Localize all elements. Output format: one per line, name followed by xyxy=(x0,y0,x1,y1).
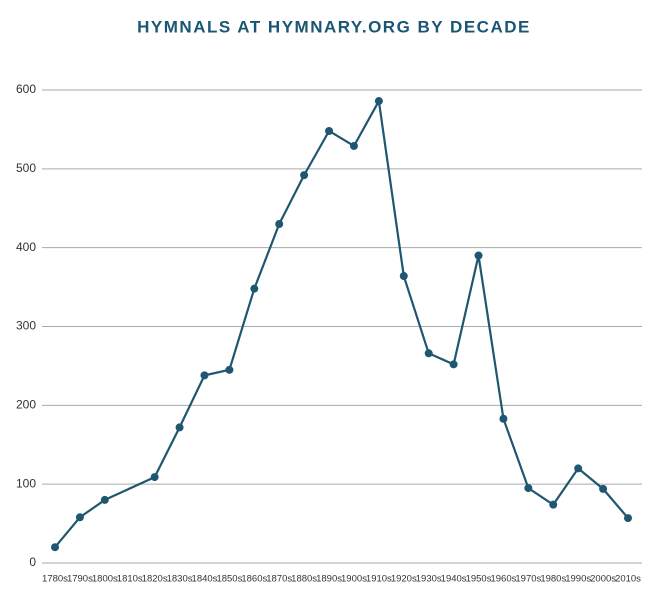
point xyxy=(424,349,433,358)
y-tick-label: 400 xyxy=(16,240,36,254)
point xyxy=(225,365,234,374)
point xyxy=(175,423,184,432)
x-tick-label: 1960s xyxy=(490,574,516,585)
x-tick-label: 1840s xyxy=(192,574,218,585)
point xyxy=(200,371,209,380)
x-tick-label: 1820s xyxy=(142,574,168,585)
point xyxy=(574,464,583,473)
point xyxy=(275,220,284,229)
y-tick-label: 600 xyxy=(16,82,36,96)
point xyxy=(349,141,358,150)
x-tick-label: 2010s xyxy=(615,574,641,585)
y-tick-label: 200 xyxy=(16,398,36,412)
point xyxy=(449,360,458,369)
x-tick-label: 1780s xyxy=(42,574,68,585)
x-tick-label: 1860s xyxy=(241,574,267,585)
point xyxy=(75,513,84,522)
x-tick-label: 2000s xyxy=(590,574,616,585)
y-tick-label: 500 xyxy=(16,161,36,175)
point xyxy=(599,484,608,493)
x-tick-label: 1990s xyxy=(565,574,591,585)
chart-title: HYMNALS AT HYMNARY.ORG BY DECADE xyxy=(137,17,531,36)
x-tick-label: 1970s xyxy=(515,574,541,585)
point xyxy=(524,484,533,493)
point xyxy=(250,284,259,293)
x-tick-label: 1870s xyxy=(266,574,292,585)
point xyxy=(100,495,109,504)
x-tick-label: 1790s xyxy=(67,574,93,585)
y-tick-label: 0 xyxy=(29,555,36,569)
y-tick-label: 100 xyxy=(16,476,36,490)
point xyxy=(499,414,508,423)
point xyxy=(624,514,632,523)
point xyxy=(549,500,558,509)
point xyxy=(150,473,159,482)
x-tick-label: 1980s xyxy=(540,574,566,585)
x-tick-label: 1850s xyxy=(216,574,242,585)
x-tick-label: 1920s xyxy=(391,574,417,585)
x-tick-label: 1800s xyxy=(92,574,118,585)
x-tick-label: 1900s xyxy=(341,574,367,585)
y-tick-label: 300 xyxy=(16,319,36,333)
point xyxy=(300,171,309,180)
x-tick-label: 1890s xyxy=(316,574,342,585)
point xyxy=(474,251,483,260)
x-tick-label: 1910s xyxy=(366,574,392,585)
x-tick-label: 1930s xyxy=(416,574,442,585)
x-tick-label: 1810s xyxy=(117,574,143,585)
point xyxy=(374,97,383,106)
line xyxy=(54,99,629,548)
x-tick-label: 1830s xyxy=(167,574,193,585)
x-tick-label: 1880s xyxy=(291,574,317,585)
point xyxy=(51,543,59,552)
point xyxy=(399,272,408,281)
x-tick-label: 1950s xyxy=(466,574,492,585)
point xyxy=(325,126,334,135)
x-tick-label: 1940s xyxy=(441,574,467,585)
